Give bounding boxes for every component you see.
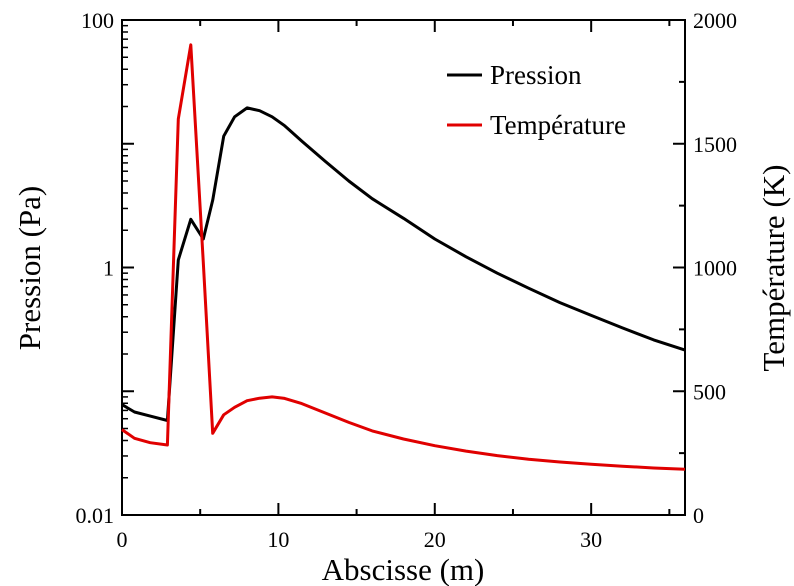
x-tick-label: 20 [424, 527, 446, 552]
y-left-tick-label: 100 [81, 8, 114, 33]
series-line-pression [121, 106, 686, 422]
series-layer [121, 43, 686, 471]
x-tick-label: 30 [580, 527, 602, 552]
legend-label-pression: Pression [490, 60, 582, 90]
x-axis-ticks: 0 10 20 30 [117, 20, 671, 552]
y-left-tick-label: 1 [103, 256, 114, 281]
legend-label-temperature: Température [490, 110, 626, 140]
y-right-tick-label: 0 [693, 503, 704, 528]
y-left-axis-ticks: 0.01 1 100 [76, 8, 134, 528]
x-tick-label: 0 [117, 527, 128, 552]
y-left-tick-label: 0.01 [76, 503, 115, 528]
legend: Pression Température [447, 60, 626, 140]
plot-frame [121, 19, 686, 516]
x-tick-label: 10 [267, 527, 289, 552]
y-left-axis-title: Pression (Pa) [12, 186, 47, 350]
x-axis-title: Abscisse (m) [322, 552, 485, 586]
y-right-tick-label: 500 [693, 379, 726, 404]
y-right-axis-title: Température (K) [756, 165, 791, 372]
y-right-tick-label: 1500 [693, 132, 737, 157]
series-line-temperature [121, 43, 686, 471]
y-right-tick-label: 1000 [693, 256, 737, 281]
y-right-tick-label: 2000 [693, 8, 737, 33]
y-right-axis-ticks: 0 500 1000 1500 2000 [673, 8, 737, 528]
